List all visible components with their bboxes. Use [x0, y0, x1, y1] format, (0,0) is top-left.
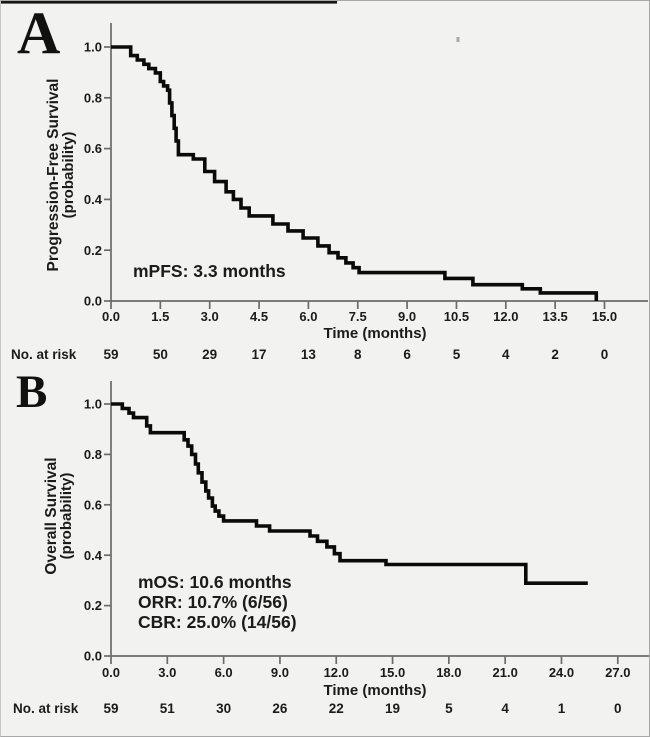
panel-b-letter: B: [16, 366, 47, 418]
km-curve: [111, 402, 588, 585]
risk-count: 17: [252, 347, 267, 362]
risk-count: 30: [216, 701, 231, 716]
risk-count: 1: [558, 701, 566, 716]
y-tick-label: 0.2: [84, 598, 102, 613]
x-tick-label: 0.0: [102, 665, 120, 680]
pfs-x-axis-title: Time (months): [323, 325, 426, 342]
y-tick-label: 0.6: [84, 497, 102, 512]
x-tick-label: 24.0: [549, 665, 574, 680]
pfs-plot-dynamic: 1.0 0.8 0.6 0.4 0.2 0.00.0 1.5 3.0 4.5 6.0 7.5 9.0 1…: [84, 23, 648, 362]
x-tick-label: 0.0: [102, 309, 120, 324]
x-tick-label: 9.0: [271, 665, 289, 680]
x-tick-label: 27.0: [605, 665, 630, 680]
risk-count: 5: [445, 701, 453, 716]
x-tick-label: 3.0: [201, 309, 219, 324]
os-no-at-risk-label: No. at risk: [13, 701, 79, 716]
y-tick-label: 0.0: [84, 649, 102, 664]
y-tick-label: 0.8: [84, 447, 102, 462]
y-tick-label: 0.8: [84, 90, 102, 105]
os-y-axis-title: Overall Survival: [43, 457, 60, 574]
risk-count: 51: [160, 701, 176, 716]
artifact-dot: [456, 37, 460, 42]
os-orr-annotation: ORR: 10.7% (6/56): [138, 592, 288, 612]
pfs-median-annotation: mPFS: 3.3 months: [133, 261, 286, 281]
risk-count: 4: [501, 701, 509, 716]
x-tick-label: 6.0: [215, 665, 233, 680]
risk-count: 29: [202, 347, 217, 362]
x-tick-label: 21.0: [493, 665, 518, 680]
x-tick-label: 18.0: [436, 665, 461, 680]
pfs-y-axis-subtitle: (probability): [60, 132, 77, 219]
x-tick-label: 9.0: [398, 309, 416, 324]
risk-count: 13: [301, 347, 317, 362]
x-tick-label: 3.0: [158, 665, 176, 680]
x-tick-label: 1.5: [151, 309, 169, 324]
risk-count: 0: [601, 347, 609, 362]
risk-count: 50: [153, 347, 168, 362]
x-tick-label: 12.0: [324, 665, 349, 680]
risk-count: 59: [103, 701, 118, 716]
risk-count: 4: [502, 347, 510, 362]
top-border-artifact: [1, 1, 337, 4]
x-tick-label: 10.5: [444, 309, 469, 324]
risk-count: 19: [385, 701, 400, 716]
os-plot-dynamic: 1.0 0.8 0.6 0.4 0.2 0.00.0 3.0 6.0 9.0 12.0 15.0 18…: [84, 381, 649, 716]
x-tick-label: 4.5: [250, 309, 268, 324]
risk-count: 8: [354, 347, 362, 362]
x-tick-label: 12.0: [493, 309, 518, 324]
risk-count: 5: [453, 347, 461, 362]
y-tick-label: 1.0: [84, 40, 102, 55]
km-curve: [111, 45, 599, 301]
risk-count: 0: [614, 701, 622, 716]
pfs-no-at-risk-label: No. at risk: [11, 347, 77, 362]
risk-count: 6: [403, 347, 411, 362]
y-tick-label: 0.4: [84, 548, 103, 563]
y-tick-label: 0.0: [84, 294, 102, 309]
x-tick-label: 6.0: [299, 309, 317, 324]
risk-count: 2: [551, 347, 559, 362]
y-tick-label: 0.2: [84, 243, 102, 258]
os-x-axis-title: Time (months): [323, 682, 426, 699]
risk-count: 59: [103, 347, 118, 362]
y-tick-label: 1.0: [84, 397, 102, 412]
y-tick-label: 0.4: [84, 192, 103, 207]
os-y-axis-subtitle: (probability): [58, 473, 75, 560]
x-tick-label: 13.5: [542, 309, 567, 324]
os-median-annotation: mOS: 10.6 months: [138, 572, 292, 592]
risk-count: 26: [272, 701, 288, 716]
x-tick-label: 15.0: [380, 665, 405, 680]
x-tick-label: 15.0: [592, 309, 617, 324]
pfs-y-axis-title: Progression-Free Survival: [45, 79, 62, 272]
risk-count: 22: [329, 701, 344, 716]
x-tick-label: 7.5: [349, 309, 367, 324]
y-tick-label: 0.6: [84, 141, 102, 156]
panel-a-letter: A: [17, 1, 60, 66]
os-cbr-annotation: CBR: 25.0% (14/56): [138, 612, 297, 632]
